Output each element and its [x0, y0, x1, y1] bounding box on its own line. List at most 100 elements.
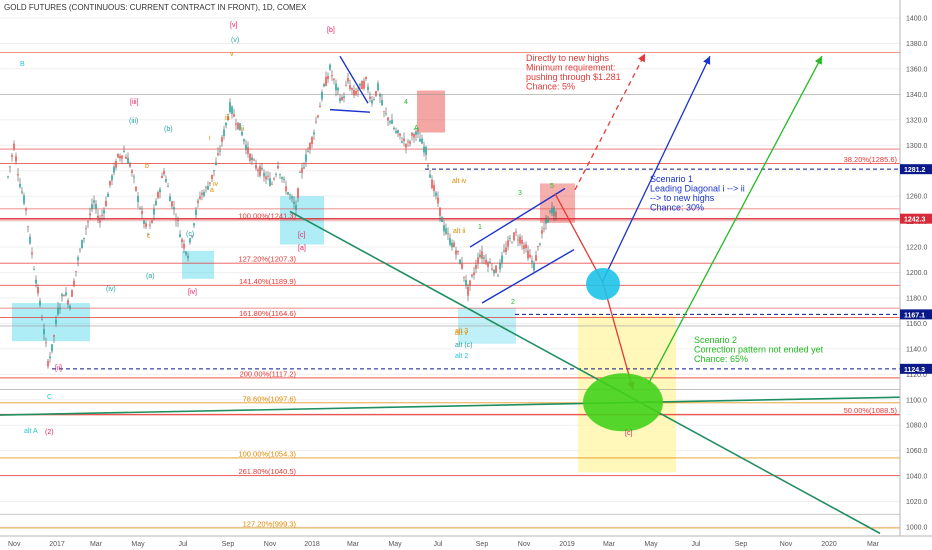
candle-body	[325, 76, 327, 86]
candle-body	[435, 192, 437, 196]
candle-body	[469, 280, 471, 286]
candle-body	[19, 183, 21, 188]
candle-body	[473, 272, 475, 275]
candle-body	[137, 195, 139, 202]
candle-body	[429, 174, 431, 178]
wave-label: 3	[518, 190, 522, 197]
candle-body	[317, 115, 319, 118]
wedge-upper	[339, 55, 369, 104]
scenario2-target-ellipse	[583, 373, 663, 432]
candle-body	[423, 146, 425, 153]
x-tick-label: May	[388, 541, 402, 548]
fib-label: 127.20%(999.3)	[243, 519, 297, 528]
candle-body	[389, 121, 391, 123]
candle-body	[169, 196, 171, 202]
candle-body	[13, 143, 15, 150]
candle-body	[529, 254, 531, 258]
candle-body	[491, 268, 493, 270]
candle-body	[353, 90, 355, 96]
candle-body	[493, 269, 495, 274]
candle-body	[543, 228, 545, 229]
candle-body	[185, 251, 187, 255]
wave-label: alt (c)	[455, 342, 473, 349]
candle-body	[507, 240, 509, 247]
candle-body	[77, 257, 79, 261]
zone-cyan-2	[182, 250, 214, 279]
candle-body	[119, 156, 121, 159]
candle-body	[303, 167, 305, 169]
candle-body	[453, 242, 455, 247]
candle-body	[217, 153, 219, 155]
candle-body	[93, 200, 95, 203]
x-tick-label: Jul	[434, 541, 443, 548]
candle-body	[7, 176, 9, 178]
candle-body	[551, 207, 553, 214]
candle-body	[195, 209, 197, 216]
candle-body	[341, 97, 343, 101]
candle-body	[39, 300, 41, 305]
candle-body	[49, 356, 51, 359]
candle-body	[239, 123, 241, 131]
candle-body	[459, 259, 461, 265]
candle-body	[95, 203, 97, 209]
annotation-line: Chance: 30%	[650, 203, 704, 213]
candle-body	[379, 94, 381, 97]
candle-body	[121, 155, 123, 159]
candle-body	[215, 162, 217, 166]
wave-label: [a]	[298, 245, 306, 252]
candle-body	[277, 165, 279, 169]
candle-body	[383, 111, 385, 113]
candle-body	[21, 191, 23, 193]
candle-body	[387, 117, 389, 121]
green-scenario-arrow	[647, 55, 823, 385]
candle-body	[213, 170, 215, 172]
candle-body	[101, 215, 103, 217]
candle-body	[535, 255, 537, 261]
zone-cyan-1	[12, 303, 90, 342]
price-tag-label: 1242.3	[904, 217, 926, 224]
fib-label: 161.80%(1164.6)	[239, 309, 296, 318]
wave-label: alt ii	[453, 228, 466, 235]
candle-body	[267, 175, 269, 177]
candle-body	[159, 189, 161, 193]
candle-body	[347, 77, 349, 82]
candle-body	[167, 186, 169, 187]
price-tags: 1281.2 1242.3 1167.1 1124.3	[900, 164, 932, 374]
fib-label: 127.20%(1207.3)	[238, 255, 296, 264]
wave-label: [iii]	[130, 99, 139, 106]
candle-body	[73, 280, 75, 287]
candle-body	[157, 192, 159, 198]
x-tick-label: Sep	[735, 541, 748, 548]
price-tag-label: 1281.2	[904, 167, 926, 174]
candle-body	[285, 186, 287, 192]
long-trendline	[0, 396, 901, 416]
candle-body	[37, 286, 39, 294]
x-tick-label: 2019	[559, 541, 575, 548]
fib-label: 38.20%(1285.6)	[844, 155, 898, 164]
candle-body	[321, 91, 323, 100]
candle-body	[105, 200, 107, 207]
candle-body	[89, 213, 91, 216]
candle-body	[549, 210, 551, 212]
candle-body	[79, 249, 81, 251]
candle-body	[457, 250, 459, 253]
candle-body	[517, 239, 519, 241]
candle-body	[201, 192, 203, 195]
candle-body	[437, 197, 439, 204]
candle-body	[251, 157, 253, 161]
candle-body	[405, 143, 407, 148]
price-tag-label: 1124.3	[904, 367, 925, 374]
fib-label: 78.60%(1097.6)	[243, 394, 297, 403]
fib-label: 261.80%(1040.5)	[238, 467, 296, 476]
candle-body	[541, 230, 543, 234]
x-tick-label: 2018	[304, 541, 320, 548]
candle-body	[255, 164, 257, 169]
scenario1-target-ellipse	[586, 267, 620, 300]
candle-body	[433, 184, 435, 192]
candle-body	[315, 121, 317, 123]
candle-body	[231, 106, 233, 114]
y-tick-label: 1140.0	[906, 346, 927, 353]
candle-body	[17, 173, 19, 176]
candle-body	[63, 294, 65, 297]
